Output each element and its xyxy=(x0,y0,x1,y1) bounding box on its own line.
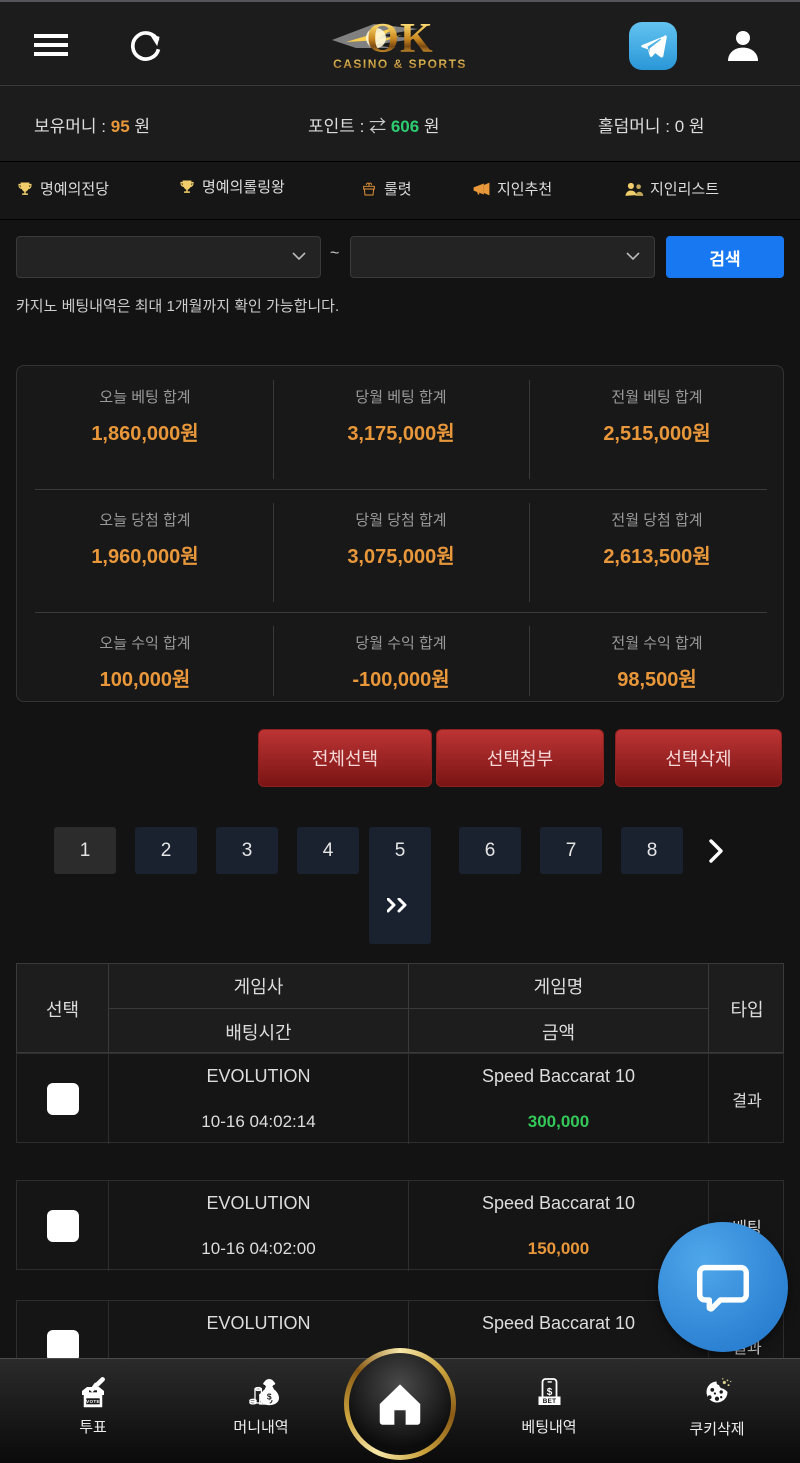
svg-text:VOTE: VOTE xyxy=(86,1399,100,1404)
svg-text:$: $ xyxy=(267,1392,272,1402)
svg-text:$: $ xyxy=(547,1387,553,1398)
svg-text:BET: BET xyxy=(543,1398,557,1405)
